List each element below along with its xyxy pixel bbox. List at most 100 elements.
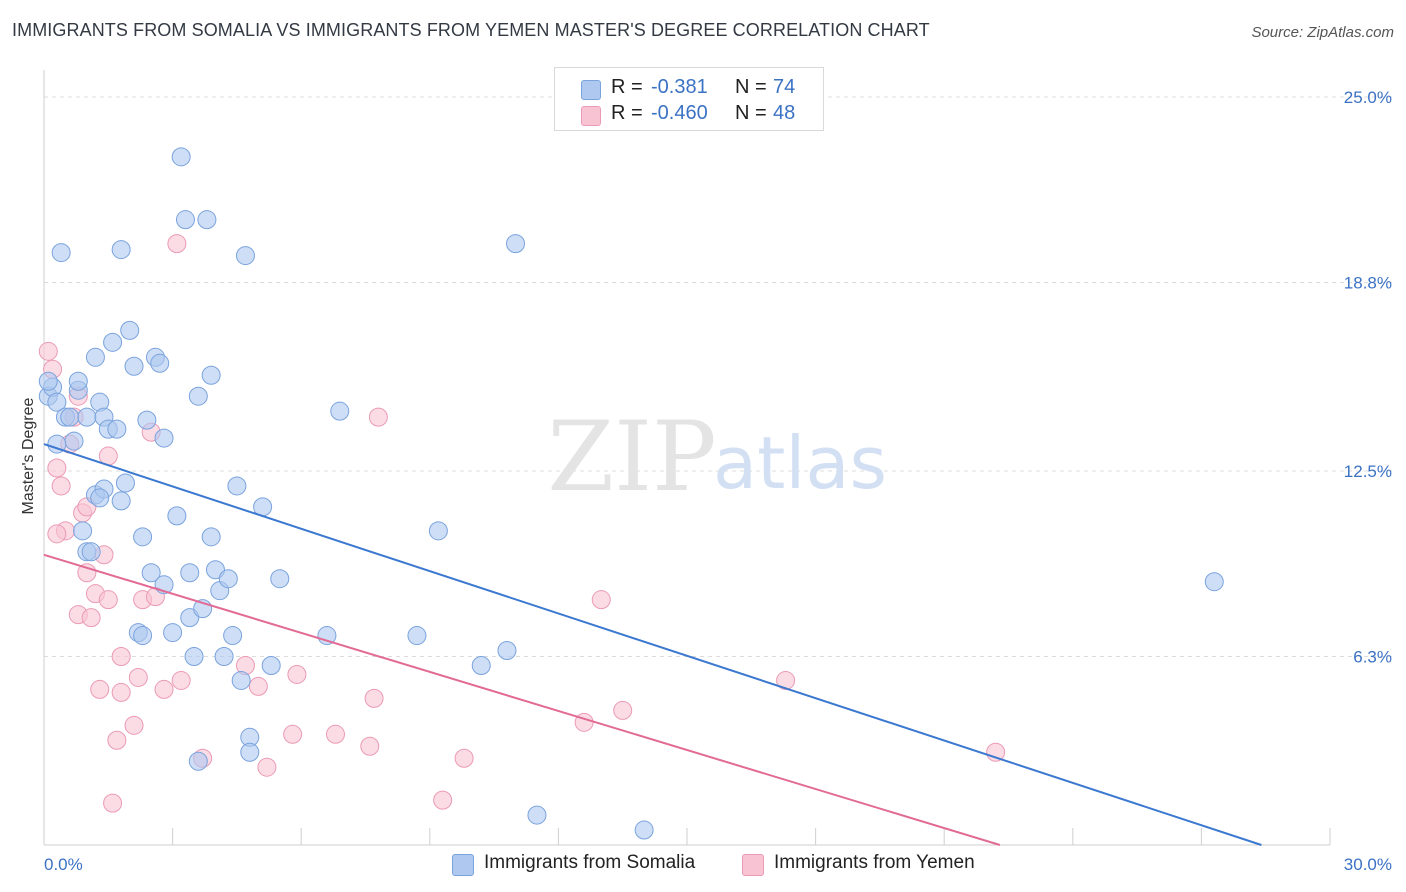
data-point-somalia xyxy=(124,356,144,376)
data-point-yemen xyxy=(368,407,388,427)
data-point-yemen xyxy=(38,341,58,361)
data-point-somalia xyxy=(90,488,110,508)
legend-n-value: 48 xyxy=(773,102,796,124)
data-point-somalia xyxy=(201,527,221,547)
x-tick-label: 30.0% xyxy=(1344,855,1392,874)
data-point-somalia xyxy=(77,407,97,427)
watermark-zip: ZIP xyxy=(547,401,716,513)
data-point-yemen xyxy=(107,730,127,750)
legend-swatch-somalia xyxy=(581,80,601,100)
legend-r-label: R = xyxy=(611,76,643,98)
axes xyxy=(43,70,1331,846)
y-tick-labels: 6.3% 12.5% 18.8% 25.0% xyxy=(1344,88,1392,667)
data-point-somalia xyxy=(270,569,290,589)
series-somalia-points xyxy=(38,147,1224,840)
data-point-yemen xyxy=(154,679,174,699)
data-point-somalia xyxy=(231,670,251,690)
data-point-somalia xyxy=(81,542,101,562)
data-point-yemen xyxy=(90,679,110,699)
data-point-yemen xyxy=(360,736,380,756)
series-yemen-points xyxy=(38,234,1006,813)
data-point-yemen xyxy=(613,700,633,720)
data-point-yemen xyxy=(591,590,611,610)
data-point-yemen xyxy=(433,790,453,810)
data-point-somalia xyxy=(184,647,204,667)
data-point-somalia xyxy=(103,332,123,352)
chart-source: Source: ZipAtlas.com xyxy=(1251,24,1394,41)
data-point-somalia xyxy=(527,805,547,825)
data-point-yemen xyxy=(111,647,131,667)
y-tick-label: 25.0% xyxy=(1344,88,1392,107)
data-point-yemen xyxy=(98,590,118,610)
data-point-yemen xyxy=(124,715,144,735)
data-point-yemen xyxy=(776,670,796,690)
legend-n-label: N = xyxy=(735,76,767,98)
data-point-somalia xyxy=(68,371,88,391)
y-axis-title: Master's Degree xyxy=(20,397,37,514)
data-point-somalia xyxy=(107,419,127,439)
data-point-somalia xyxy=(167,506,187,526)
trendline-yemen xyxy=(43,553,1001,846)
data-point-yemen xyxy=(364,688,384,708)
data-point-yemen xyxy=(287,664,307,684)
data-point-yemen xyxy=(325,724,345,744)
data-point-somalia xyxy=(218,569,238,589)
grid-lines xyxy=(44,96,1392,658)
data-point-somalia xyxy=(64,431,84,451)
data-point-somalia xyxy=(175,210,195,230)
data-point-somalia xyxy=(47,392,67,412)
data-point-somalia xyxy=(197,210,217,230)
data-point-somalia xyxy=(85,347,105,367)
data-point-somalia xyxy=(235,246,255,266)
data-point-somalia xyxy=(60,407,80,427)
data-point-somalia xyxy=(214,647,234,667)
data-point-somalia xyxy=(330,401,350,421)
bottom-legend-swatch-somalia xyxy=(452,854,474,876)
data-point-somalia xyxy=(201,365,221,385)
chart-title: IMMIGRANTS FROM SOMALIA VS IMMIGRANTS FR… xyxy=(12,20,930,40)
data-point-yemen xyxy=(454,748,474,768)
legend-swatch-yemen xyxy=(581,106,601,126)
data-point-somalia xyxy=(188,386,208,406)
data-point-somalia xyxy=(223,626,243,646)
x-tick-label: 0.0% xyxy=(44,855,83,874)
legend-r-label: R = xyxy=(611,102,643,124)
data-point-somalia xyxy=(171,147,191,167)
legend: R = -0.381 N = 74 R = -0.460 N = 48 xyxy=(554,67,824,131)
data-point-somalia xyxy=(51,243,71,263)
data-point-somalia xyxy=(111,240,131,260)
data-point-somalia xyxy=(120,320,140,340)
data-point-yemen xyxy=(81,608,101,628)
data-point-somalia xyxy=(163,623,183,643)
data-point-somalia xyxy=(1204,572,1224,592)
data-point-somalia xyxy=(47,434,67,454)
data-point-somalia xyxy=(227,476,247,496)
data-point-somalia xyxy=(154,428,174,448)
bottom-legend-label-yemen: Immigrants from Yemen xyxy=(774,852,975,873)
data-point-yemen xyxy=(111,682,131,702)
data-point-somalia xyxy=(471,655,491,675)
data-point-somalia xyxy=(38,371,58,391)
bottom-legend-swatch-yemen xyxy=(742,854,764,876)
data-point-somalia xyxy=(111,491,131,511)
bottom-legend-label-somalia: Immigrants from Somalia xyxy=(484,852,696,873)
y-tick-label: 12.5% xyxy=(1344,462,1392,481)
data-point-yemen xyxy=(47,524,67,544)
data-point-somalia xyxy=(497,641,517,661)
data-point-yemen xyxy=(171,670,191,690)
legend-r-value: -0.460 xyxy=(651,102,708,124)
data-point-somalia xyxy=(407,626,427,646)
data-point-somalia xyxy=(261,655,281,675)
data-point-somalia xyxy=(133,527,153,547)
data-point-somalia xyxy=(506,234,526,254)
data-point-yemen xyxy=(167,234,187,254)
legend-n-value: 74 xyxy=(773,76,796,98)
data-point-somalia xyxy=(188,751,208,771)
y-tick-label: 18.8% xyxy=(1344,274,1392,293)
data-point-yemen xyxy=(257,757,277,777)
data-point-yemen xyxy=(103,793,123,813)
data-point-somalia xyxy=(137,410,157,430)
data-point-yemen xyxy=(51,476,71,496)
data-point-somalia xyxy=(73,521,93,541)
